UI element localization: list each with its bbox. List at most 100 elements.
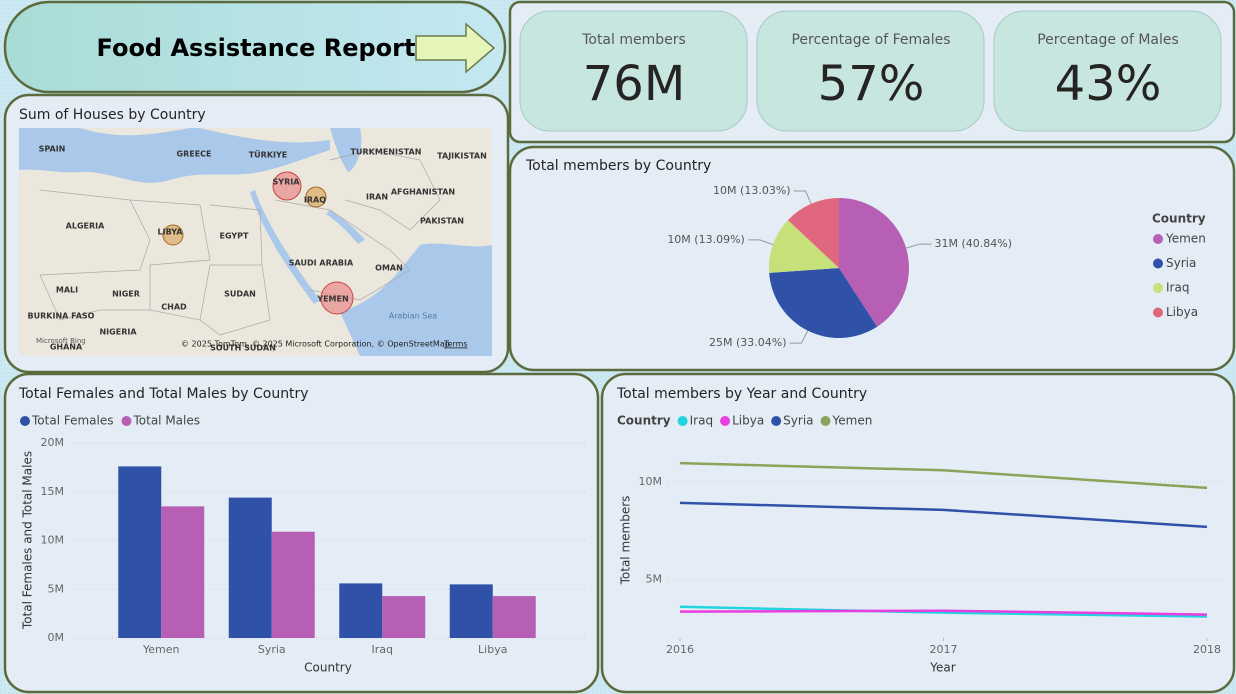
legend-title: Country	[617, 414, 671, 428]
legend-label: Iraq	[690, 414, 713, 428]
legend-label: Iraq	[1166, 281, 1189, 295]
report-title: Food Assistance Report	[97, 34, 416, 62]
header-panel	[3, 0, 507, 94]
legend-marker	[771, 416, 782, 426]
legend-title: Country	[1152, 212, 1206, 226]
map-label: BURKINA FASO	[28, 312, 95, 321]
legend-marker	[1153, 283, 1163, 293]
x-tick-label: Iraq	[372, 643, 394, 656]
map-label: MALI	[56, 286, 78, 295]
legend-label: Syria	[783, 414, 813, 428]
map-sea	[250, 190, 320, 304]
kpi-card: Percentage of Males 43%	[993, 10, 1222, 132]
map-borders	[39, 149, 441, 336]
map-label: Arabian Sea	[389, 312, 437, 321]
map-bubble	[320, 281, 354, 315]
map-label: SOUTH SUDAN	[210, 344, 276, 353]
y-tick-label: 10M	[639, 475, 663, 488]
card-label: Percentage of Males	[1037, 32, 1179, 48]
legend-marker	[677, 416, 688, 426]
panel-title: Total Females and Total Males by Country	[18, 386, 309, 402]
leader-line	[905, 243, 932, 249]
x-tick-label: Yemen	[142, 643, 180, 656]
map-label: IRAQ	[304, 196, 326, 205]
card-value: 76M	[583, 56, 686, 112]
card-value: 57%	[818, 56, 925, 112]
x-tick-label: Libya	[478, 643, 507, 656]
y-tick-label: 15M	[41, 485, 65, 498]
bar	[492, 596, 536, 638]
data-label: 10M (13.03%)	[713, 184, 791, 197]
map-bubble	[305, 186, 327, 208]
map-label: ALGERIA	[66, 222, 105, 231]
map-label: TÜRKIYE	[249, 150, 288, 160]
y-tick-label: 10M	[41, 534, 65, 547]
map-label: TURKMENISTAN	[351, 148, 422, 157]
map-label: PAKISTAN	[420, 217, 464, 226]
bar	[118, 466, 162, 638]
map-label: OMAN	[375, 264, 403, 273]
legend-marker	[1153, 307, 1163, 318]
legend-label: Libya	[1166, 305, 1198, 319]
legend-label: Total Females	[31, 414, 113, 428]
map-bubble	[162, 224, 184, 246]
map-label: CHAD	[161, 303, 187, 312]
panel-title: Total members by Country	[525, 158, 711, 174]
data-label: 25M (33.04%)	[709, 336, 787, 349]
x-tick-label: 2016	[666, 643, 694, 656]
leader-line	[789, 330, 809, 344]
kpi-card: Total members 76M	[519, 10, 748, 132]
map-land	[80, 128, 330, 143]
line-series	[679, 609, 1208, 616]
map-label: NIGER	[112, 290, 140, 299]
card-label: Total members	[581, 32, 686, 48]
panel-title: Sum of Houses by Country	[19, 107, 206, 123]
y-axis-label: Total members	[619, 496, 633, 586]
line-series	[679, 461, 1208, 490]
pie-chart: 31M (40.84%) 25M (33.04%) 10M (13.09%) 10M …	[667, 184, 1205, 349]
x-tick-label: 2017	[930, 643, 958, 656]
legend-marker	[121, 416, 132, 426]
pie-slice	[769, 268, 878, 338]
map-label: YEMEN	[316, 295, 348, 304]
line-series	[679, 501, 1208, 529]
x-tick-label: Syria	[258, 643, 286, 656]
map-label: SPAIN	[39, 145, 66, 154]
leader-line	[793, 190, 812, 204]
map-sea	[19, 128, 330, 183]
bar	[339, 583, 383, 638]
map-terms[interactable]: Terms	[443, 340, 468, 349]
legend-marker	[1153, 234, 1163, 244]
arrow-icon	[415, 22, 496, 74]
map-label: IRAN	[366, 193, 388, 202]
data-label: 31M (40.84%)	[935, 237, 1013, 250]
legend-label: Yemen	[1165, 232, 1206, 246]
x-axis-label: Country	[304, 661, 352, 675]
map-label: GHANA	[50, 343, 83, 352]
line-series	[679, 605, 1208, 618]
data-label: 10M (13.09%)	[667, 233, 745, 246]
legend-marker	[720, 416, 731, 426]
legend-marker	[20, 416, 30, 426]
legend-marker	[820, 416, 831, 426]
legend-label: Total Males	[132, 414, 200, 428]
map: SPAIN GREECE TÜRKIYE TURKMENISTAN TAJIKISTAN…	[19, 128, 492, 356]
map-label: NIGERIA	[99, 328, 137, 337]
y-tick-label: 20M	[41, 436, 65, 449]
bar	[382, 596, 426, 638]
x-axis-label: Year	[929, 661, 955, 675]
kpi-card: Percentage of Females 57%	[756, 10, 985, 132]
y-tick-label: 5M	[646, 573, 663, 586]
line-chart: 5M 10M 2016 2017 2018 Year Total members Countr…	[617, 414, 1222, 675]
card-bg	[519, 10, 748, 132]
y-tick-label: 5M	[48, 582, 65, 595]
map-labels: SPAIN GREECE TÜRKIYE TURKMENISTAN TAJIKISTAN…	[28, 145, 487, 353]
bar	[271, 531, 315, 638]
y-tick-label: 0M	[48, 631, 65, 644]
pie-slice	[769, 220, 839, 273]
legend-label: Libya	[732, 414, 764, 428]
map-label: EGYPT	[220, 232, 250, 241]
bar-chart: 0M 5M 10M 15M 20M Yemen Syria Iraq Libya Country T…	[20, 414, 588, 675]
pie-slice	[787, 198, 839, 268]
bar	[161, 506, 205, 638]
